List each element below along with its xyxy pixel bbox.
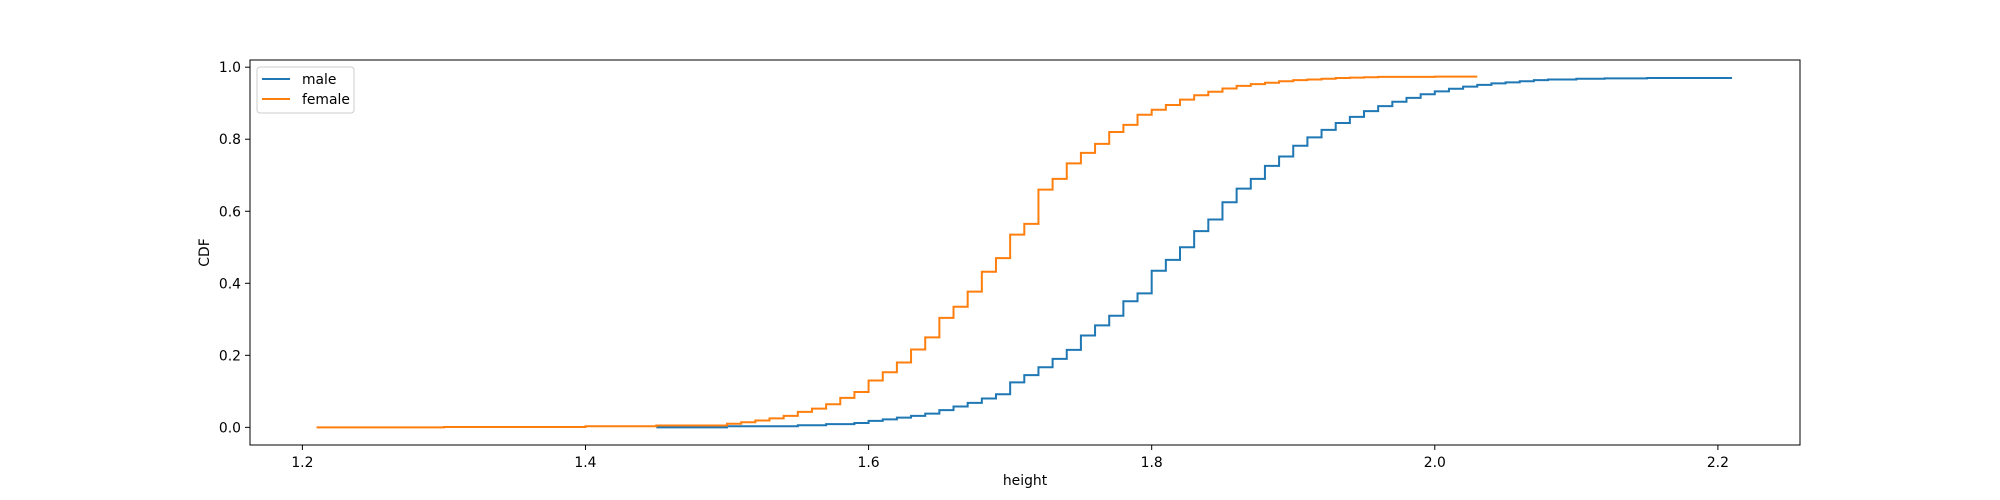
x-tick-label: 1.8	[1141, 455, 1163, 471]
x-tick-label: 1.2	[291, 455, 313, 471]
y-axis-label: CDF	[197, 238, 213, 266]
y-tick-label: 0.0	[219, 420, 241, 436]
y-tick-label: 0.6	[219, 204, 241, 220]
x-tick-label: 2.0	[1424, 455, 1446, 471]
legend-label-female: female	[302, 92, 350, 108]
plot-frame	[249, 59, 1801, 446]
legend-label-male: male	[302, 72, 336, 88]
y-tick-label: 0.2	[219, 348, 241, 364]
x-tick-label: 2.2	[1707, 455, 1729, 471]
x-tick-label: 1.4	[574, 455, 596, 471]
legend: male female	[256, 66, 355, 114]
y-tick-label: 1.0	[219, 60, 241, 76]
series-line-male	[656, 77, 1733, 429]
y-tick-label: 0.4	[219, 276, 241, 292]
x-axis: 1.2 1.4 1.6 1.8 2.0 2.2	[291, 445, 1729, 471]
series-layer	[316, 75, 1733, 429]
x-axis-label: height	[1003, 473, 1048, 489]
y-tick-label: 0.8	[219, 132, 241, 148]
y-axis: 0.0 0.2 0.4 0.6 0.8 1.0	[219, 60, 250, 436]
series-line-female	[316, 75, 1478, 429]
x-tick-label: 1.6	[858, 455, 880, 471]
